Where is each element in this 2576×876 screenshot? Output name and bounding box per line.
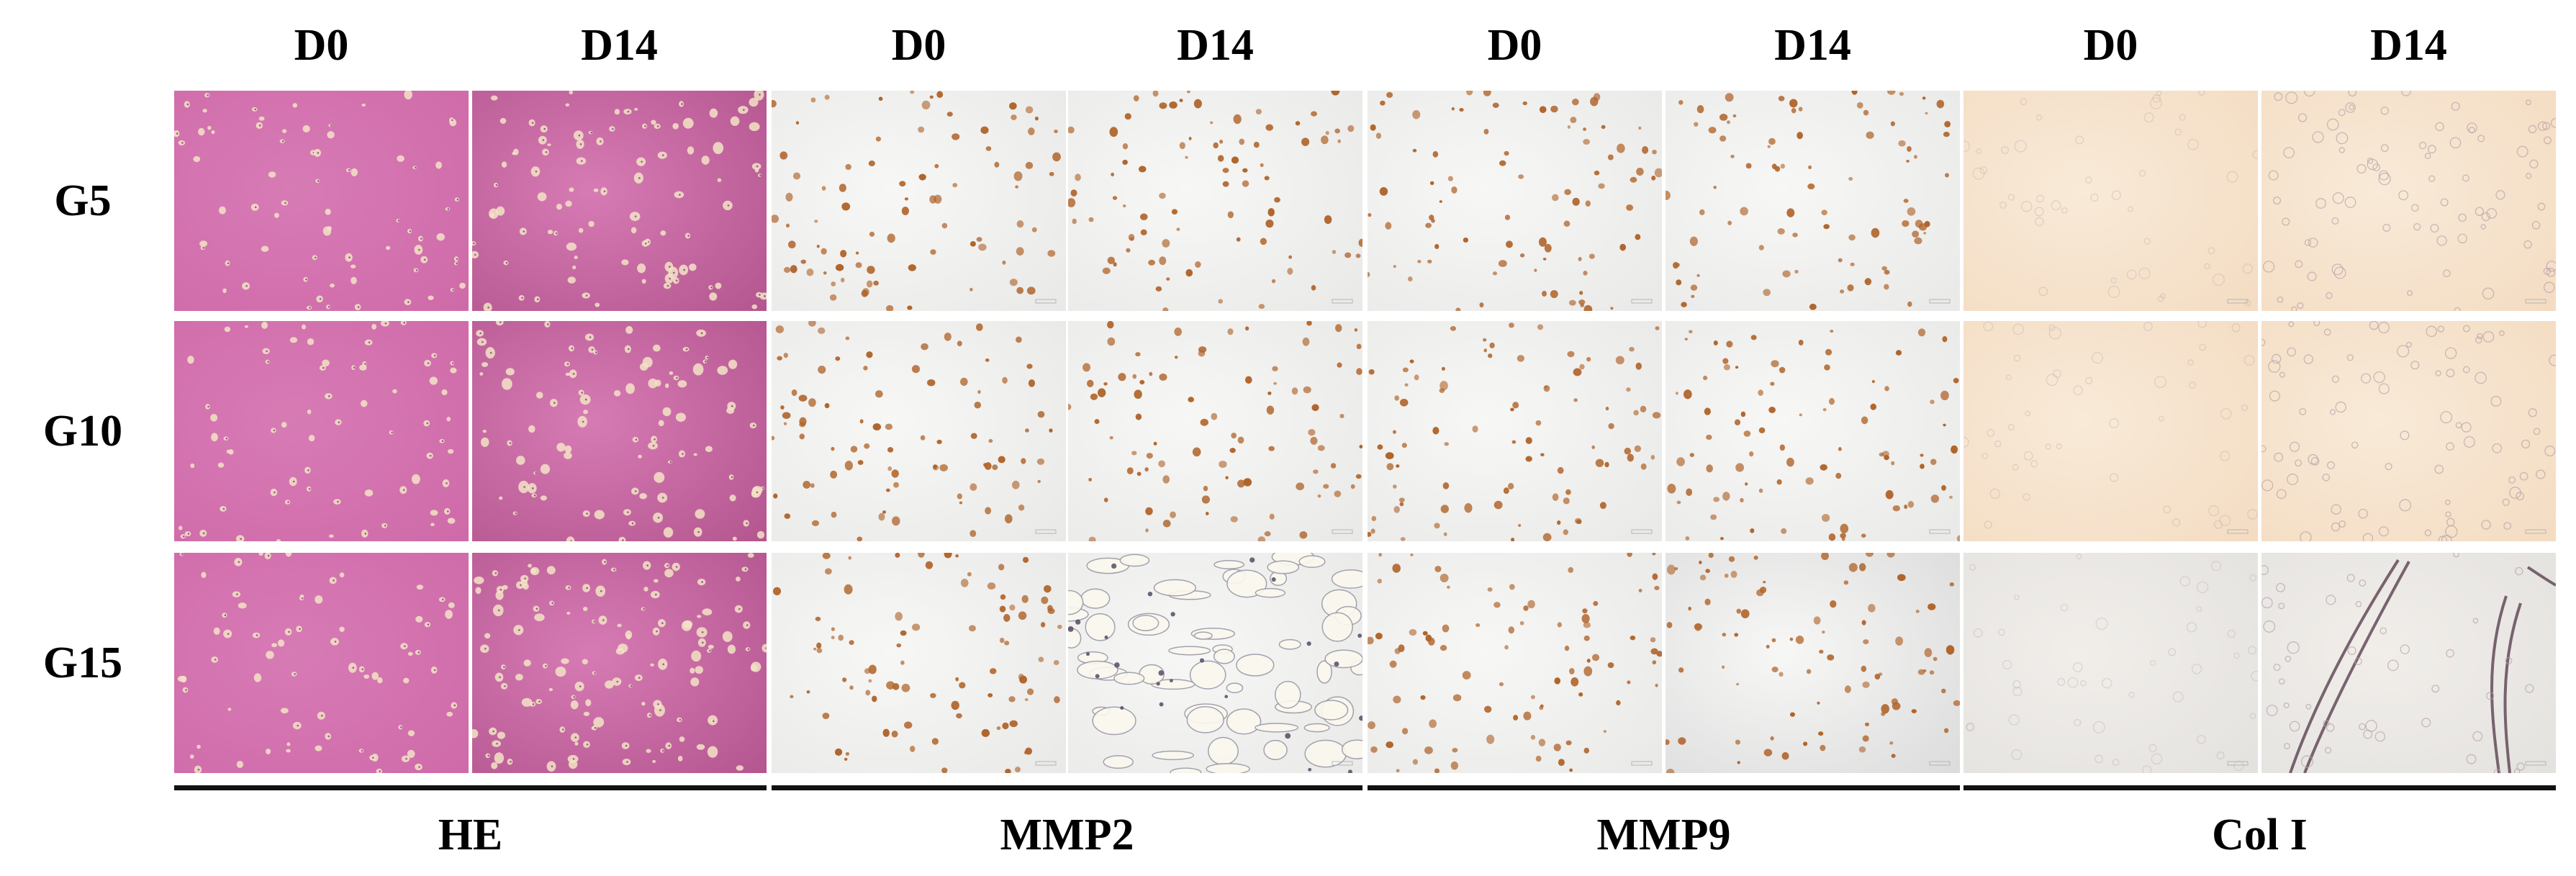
column-header-8: D14	[2370, 21, 2447, 70]
micrograph-col-i-g15-d14	[2261, 553, 2556, 773]
stain-group-underline	[772, 785, 1362, 790]
row-label-g5: G5	[54, 176, 112, 225]
micrograph-col-i-g5-d14	[2261, 91, 2556, 311]
column-header-6: D14	[1774, 21, 1851, 70]
micrograph-mmp9-g5-d14	[1666, 91, 1960, 311]
micrograph-col-i-g10-d0	[1963, 321, 2258, 541]
micrograph-mmp9-g10-d0	[1368, 321, 1662, 541]
micrograph-mmp2-g10-d14	[1068, 321, 1362, 541]
column-header-5: D0	[1487, 21, 1542, 70]
row-label-g15: G15	[42, 638, 123, 687]
micrograph-mmp2-g15-d0	[772, 553, 1066, 773]
micrograph-he-g10-d0	[174, 321, 469, 541]
micrograph-mmp9-g15-d14	[1666, 553, 1960, 773]
stain-group-underline	[174, 785, 767, 790]
micrograph-mmp9-g5-d0	[1368, 91, 1662, 311]
micrograph-col-i-g5-d0	[1963, 91, 2258, 311]
column-header-3: D0	[891, 21, 946, 70]
micrograph-he-g5-d14	[472, 91, 767, 311]
micrograph-col-i-g15-d0	[1963, 553, 2258, 773]
micrograph-he-g5-d0	[174, 91, 469, 311]
micrograph-he-g15-d0	[174, 553, 469, 773]
stain-label-mmp9: MMP9	[1596, 810, 1731, 859]
micrograph-mmp2-g10-d0	[772, 321, 1066, 541]
column-header-7: D0	[2083, 21, 2138, 70]
micrograph-he-g10-d14	[472, 321, 767, 541]
micrograph-mmp9-g15-d0	[1368, 553, 1662, 773]
micrograph-col-i-g10-d14	[2261, 321, 2556, 541]
column-header-2: D14	[581, 21, 658, 70]
stain-group-underline	[1368, 785, 1960, 790]
micrograph-he-g15-d14	[472, 553, 767, 773]
micrograph-mmp2-g5-d14	[1068, 91, 1362, 311]
column-header-1: D0	[294, 21, 349, 70]
micrograph-mmp9-g10-d14	[1666, 321, 1960, 541]
row-label-g10: G10	[42, 407, 123, 456]
column-header-4: D14	[1177, 21, 1254, 70]
micrograph-mmp2-g5-d0	[772, 91, 1066, 311]
stain-group-underline	[1963, 785, 2556, 790]
stain-label-col-i: Col I	[2212, 810, 2308, 859]
stain-label-he: HE	[438, 810, 503, 859]
stain-label-mmp2: MMP2	[1000, 810, 1134, 859]
micrograph-mmp2-g15-d14	[1068, 553, 1362, 773]
